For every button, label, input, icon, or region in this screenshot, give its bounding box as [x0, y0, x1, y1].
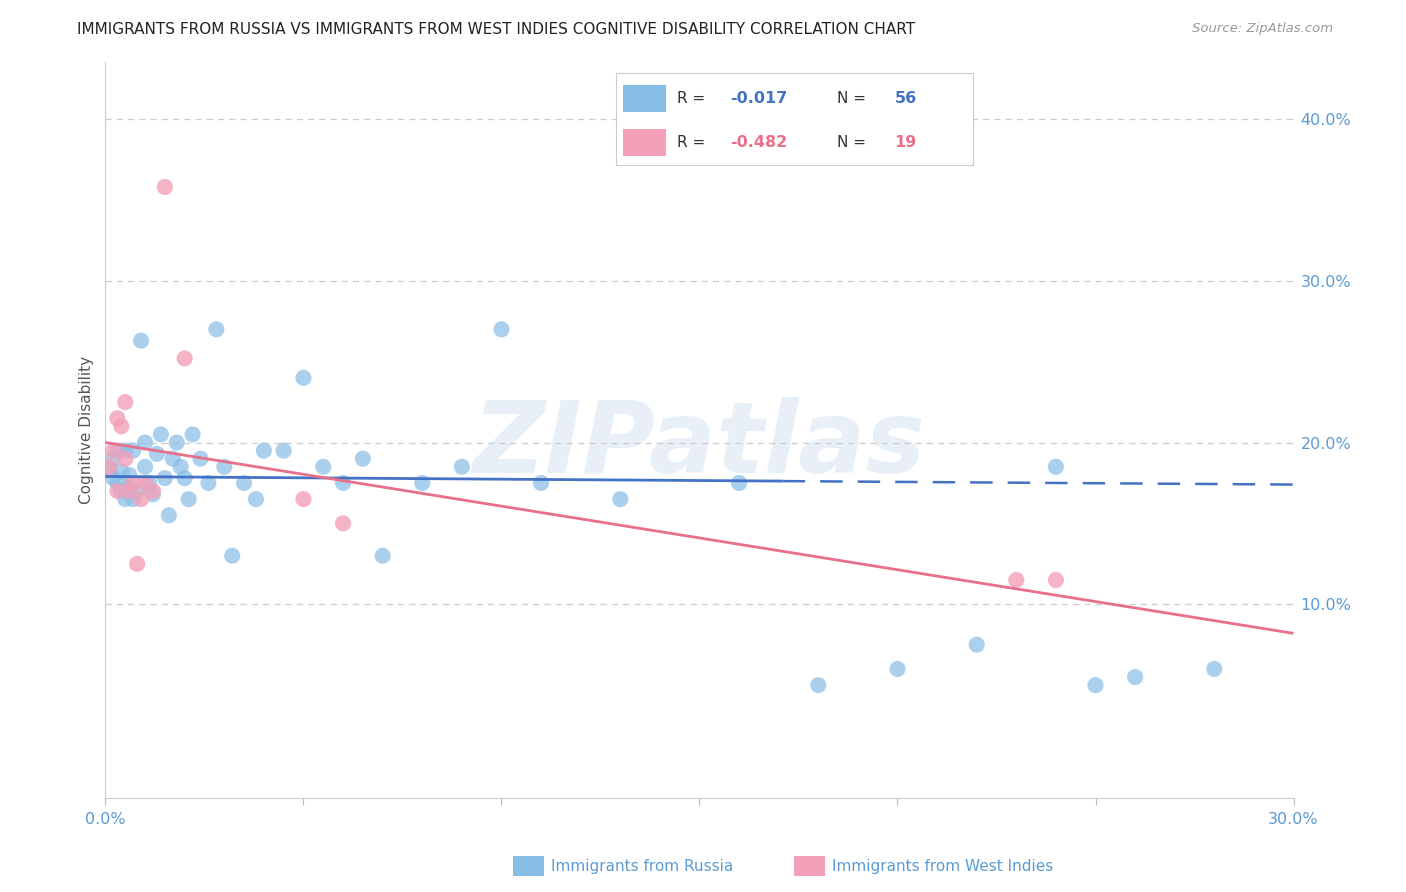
Point	[118, 483, 141, 498]
Text: Source: ZipAtlas.com: Source: ZipAtlas.com	[1192, 22, 1333, 36]
Point	[214, 459, 236, 474]
Point	[134, 459, 156, 474]
Point	[122, 443, 145, 458]
Text: Immigrants from Russia: Immigrants from Russia	[551, 859, 734, 873]
Point	[1204, 662, 1226, 676]
Point	[371, 549, 394, 563]
Point	[233, 475, 256, 490]
Point	[142, 487, 165, 501]
Point	[103, 471, 125, 485]
Point	[149, 427, 172, 442]
Point	[530, 475, 553, 490]
Point	[1045, 573, 1067, 587]
Point	[273, 443, 295, 458]
Point	[110, 419, 132, 434]
Point	[98, 459, 121, 474]
Point	[114, 451, 136, 466]
Point	[110, 465, 132, 479]
Point	[98, 463, 121, 477]
Point	[245, 492, 267, 507]
Point	[253, 443, 276, 458]
Point	[105, 411, 128, 425]
Point	[118, 467, 141, 482]
Point	[122, 475, 145, 490]
Point	[105, 443, 128, 458]
Point	[162, 451, 184, 466]
Point	[129, 492, 152, 507]
Point	[450, 459, 472, 474]
Point	[177, 492, 200, 507]
Y-axis label: Cognitive Disability: Cognitive Disability	[79, 356, 94, 505]
Point	[157, 508, 180, 523]
Point	[491, 322, 513, 336]
Point	[332, 516, 354, 531]
Point	[292, 371, 315, 385]
Point	[966, 638, 988, 652]
Point	[146, 447, 169, 461]
Point	[153, 180, 176, 194]
Point	[138, 475, 160, 490]
Point	[312, 459, 335, 474]
Text: IMMIGRANTS FROM RUSSIA VS IMMIGRANTS FROM WEST INDIES COGNITIVE DISABILITY CORRE: IMMIGRANTS FROM RUSSIA VS IMMIGRANTS FRO…	[77, 22, 915, 37]
Point	[807, 678, 830, 692]
Point	[114, 443, 136, 458]
Point	[728, 475, 751, 490]
Point	[114, 395, 136, 409]
Point	[352, 451, 374, 466]
Point	[292, 492, 315, 507]
Text: Immigrants from West Indies: Immigrants from West Indies	[832, 859, 1053, 873]
Point	[142, 483, 165, 498]
Point	[181, 427, 204, 442]
Point	[127, 557, 149, 571]
Point	[609, 492, 631, 507]
Point	[114, 492, 136, 507]
Point	[134, 435, 156, 450]
Point	[1045, 459, 1067, 474]
Point	[105, 483, 128, 498]
Point	[170, 459, 193, 474]
Point	[173, 351, 195, 366]
Point	[190, 451, 212, 466]
Point	[411, 475, 433, 490]
Point	[332, 475, 354, 490]
Point	[886, 662, 908, 676]
Point	[166, 435, 188, 450]
Point	[205, 322, 228, 336]
Point	[118, 481, 141, 495]
Point	[197, 475, 219, 490]
Point	[1084, 678, 1107, 692]
Point	[127, 483, 149, 498]
Point	[153, 471, 176, 485]
Point	[221, 549, 243, 563]
Point	[103, 443, 125, 458]
Point	[103, 451, 125, 466]
Point	[122, 492, 145, 507]
Point	[1005, 573, 1028, 587]
Point	[1123, 670, 1146, 684]
Point	[105, 475, 128, 490]
Point	[110, 483, 132, 498]
Point	[173, 471, 195, 485]
Point	[129, 334, 152, 348]
Point	[134, 475, 156, 490]
Text: ZIPatlas: ZIPatlas	[472, 397, 927, 493]
